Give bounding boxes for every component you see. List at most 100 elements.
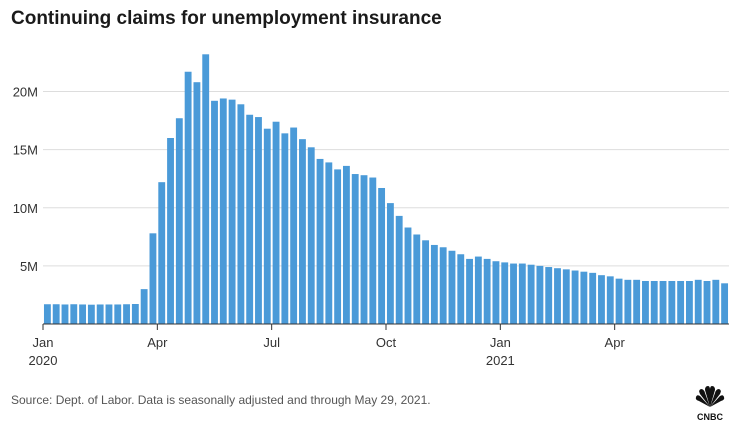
bar — [334, 169, 342, 324]
bar — [554, 268, 561, 324]
bar — [694, 279, 702, 324]
y-tick-label: 5M — [20, 259, 38, 274]
bar — [439, 247, 447, 324]
bar — [562, 269, 570, 324]
bar — [536, 265, 544, 325]
bar — [659, 280, 667, 324]
source-note: Source: Dept. of Labor. Data is seasonal… — [11, 393, 431, 407]
bar — [378, 187, 386, 324]
x-tick-label: Apr — [147, 335, 168, 350]
bar — [606, 276, 614, 324]
bar — [79, 304, 87, 324]
bar — [237, 104, 245, 324]
bar — [712, 279, 720, 324]
bar — [96, 304, 104, 324]
bar — [510, 263, 517, 324]
bar — [448, 250, 456, 324]
bar — [158, 182, 166, 324]
bar — [685, 280, 693, 324]
bar — [633, 279, 641, 324]
y-tick-label: 20M — [13, 85, 38, 100]
bar — [43, 304, 51, 324]
x-tick-label: Oct — [376, 335, 397, 350]
bar — [413, 234, 421, 324]
bar — [105, 304, 113, 324]
bar — [131, 304, 139, 324]
bar — [290, 127, 298, 324]
bar — [395, 215, 403, 324]
x-tick-label: Jan — [33, 335, 54, 350]
bar — [167, 138, 174, 324]
bar — [123, 304, 130, 324]
bar — [193, 82, 201, 324]
bar — [466, 258, 473, 324]
bar — [589, 272, 597, 324]
bar — [52, 304, 60, 324]
x-tick-year-label: 2021 — [486, 353, 515, 368]
bar — [474, 256, 482, 324]
peacock-icon: CNBC — [695, 386, 725, 422]
bar — [369, 177, 377, 324]
y-tick-label: 15M — [13, 143, 38, 158]
bar — [272, 121, 280, 324]
gridlines — [43, 91, 729, 267]
bar — [202, 54, 210, 325]
cnbc-logo: CNBC — [690, 381, 730, 423]
bar — [325, 162, 333, 324]
x-tick-label: Jan — [490, 335, 511, 350]
bar — [299, 139, 306, 324]
bar — [703, 280, 711, 324]
bar — [545, 267, 553, 324]
bar — [342, 165, 350, 324]
y-axis: 5M 10M 15M 20M — [13, 85, 38, 274]
bar — [61, 304, 69, 324]
bar — [615, 278, 623, 324]
bar — [580, 271, 588, 324]
bar — [87, 304, 95, 324]
bar — [430, 244, 438, 324]
bar — [492, 261, 500, 324]
bar — [211, 100, 218, 324]
bar — [316, 158, 324, 324]
bar — [351, 174, 359, 324]
logo-wordmark: CNBC — [697, 412, 723, 422]
bar — [518, 263, 526, 324]
bar — [483, 258, 491, 324]
bar — [255, 117, 262, 324]
x-tick-label: Jul — [263, 335, 280, 350]
bar — [598, 275, 605, 324]
bar — [571, 270, 579, 324]
bar — [650, 280, 658, 324]
bar — [263, 128, 271, 324]
bar — [281, 133, 289, 324]
bar — [422, 240, 430, 324]
bar — [114, 304, 122, 324]
bar — [149, 233, 157, 324]
bar — [457, 254, 465, 324]
bar — [624, 279, 632, 324]
bar — [404, 227, 412, 324]
bar — [307, 147, 315, 324]
x-tick-label: Apr — [605, 335, 626, 350]
bar — [360, 175, 368, 324]
bar — [184, 71, 192, 325]
chart-title: Continuing claims for unemployment insur… — [11, 8, 442, 29]
bar — [140, 289, 148, 325]
bar — [219, 98, 227, 324]
bar — [527, 264, 535, 324]
bar — [246, 114, 254, 324]
bar — [70, 304, 78, 324]
y-tick-label: 10M — [13, 201, 38, 216]
bar — [386, 203, 394, 324]
bar — [228, 99, 236, 324]
bar — [642, 280, 649, 324]
bar — [721, 283, 729, 324]
x-tick-year-label: 2020 — [29, 353, 58, 368]
bar — [677, 280, 685, 324]
bars — [43, 54, 729, 325]
bar — [501, 262, 509, 324]
x-axis: Jan 2020 Apr Jul Oct Jan 2021 Apr — [29, 323, 729, 368]
bar — [175, 118, 183, 325]
bar — [668, 280, 676, 324]
